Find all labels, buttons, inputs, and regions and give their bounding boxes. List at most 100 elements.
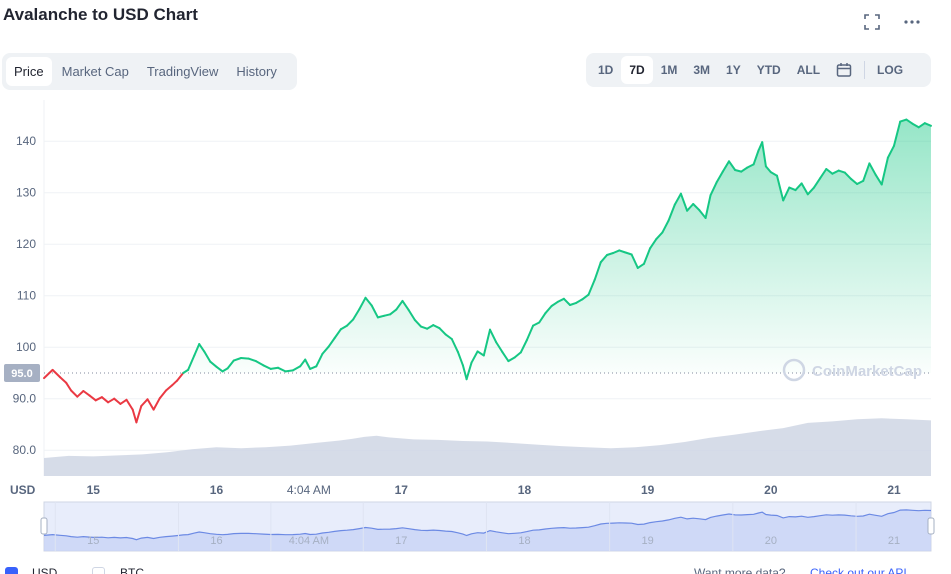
- price-line-segment: [407, 309, 416, 321]
- price-line-segment: [599, 254, 608, 264]
- price-line-segment: [82, 390, 91, 397]
- calendar-icon[interactable]: [828, 55, 860, 85]
- price-line-segment: [746, 163, 755, 169]
- usd-checkbox[interactable]: [5, 567, 18, 574]
- y-tick-label: 140: [16, 134, 36, 148]
- x-tick-label: 15: [87, 483, 101, 497]
- range-all[interactable]: ALL: [796, 63, 821, 77]
- navigator-tick-label: 18: [518, 535, 530, 547]
- range-3m[interactable]: 3M: [693, 63, 711, 77]
- navigator-tick-label: 4:04 AM: [289, 535, 329, 547]
- price-line-segment: [794, 182, 803, 192]
- range-7d[interactable]: 7D: [621, 56, 653, 84]
- y-tick-label: 130: [16, 186, 36, 200]
- range-ytd[interactable]: YTD: [756, 63, 781, 77]
- price-line-segment: [88, 394, 97, 402]
- price-line-segment: [309, 365, 318, 370]
- price-line-segment: [346, 318, 355, 327]
- more-icon[interactable]: [900, 10, 924, 34]
- price-line-segment: [269, 366, 280, 370]
- price-line-segment: [661, 219, 670, 234]
- price-line-segment: [788, 186, 797, 192]
- price-line-segment: [819, 168, 828, 180]
- api-link[interactable]: Check out our API: [810, 566, 907, 574]
- price-line-segment: [692, 203, 701, 212]
- tab-history[interactable]: History: [236, 64, 277, 79]
- price-line-segment: [923, 122, 932, 127]
- btc-checkbox[interactable]: [92, 567, 105, 574]
- price-line-segment: [450, 338, 459, 353]
- price-line-segment: [358, 296, 367, 311]
- price-line-segment: [740, 166, 749, 173]
- price-line-segment: [383, 313, 392, 317]
- price-line-segment: [364, 296, 373, 307]
- price-line-segment: [76, 390, 85, 398]
- price-line-segment: [800, 182, 809, 196]
- price-line-segment: [507, 356, 516, 363]
- price-line-segment: [721, 160, 730, 173]
- price-line-segment: [193, 343, 201, 357]
- y-tick-label: 110: [17, 289, 36, 303]
- price-line-segment: [432, 324, 441, 330]
- price-line-segment: [874, 173, 883, 186]
- log-scale-toggle[interactable]: LOG: [877, 63, 904, 77]
- navigator-tick-label: 15: [87, 535, 99, 547]
- range-1y[interactable]: 1Y: [726, 63, 741, 77]
- price-line-segment: [413, 318, 422, 328]
- price-line-segment: [556, 297, 565, 303]
- navigator-tick-label: 21: [888, 535, 900, 547]
- price-line-segment: [709, 181, 718, 197]
- divider: [864, 61, 866, 79]
- price-line-segment: [232, 357, 243, 362]
- price-line-segment: [489, 328, 498, 344]
- range-1m[interactable]: 1M: [660, 63, 678, 77]
- price-line-segment: [158, 389, 167, 400]
- price-line-segment: [899, 118, 908, 123]
- price-line-segment: [100, 396, 110, 404]
- price-line-segment: [321, 345, 330, 355]
- price-line-segment: [352, 308, 361, 321]
- navigator-handle-right[interactable]: [927, 517, 935, 535]
- tab-tradingview[interactable]: TradingView: [146, 64, 219, 79]
- price-line-segment: [113, 397, 122, 405]
- navigator-handle-left[interactable]: [40, 517, 48, 535]
- price-line-segment: [262, 364, 272, 370]
- price-line-segment: [849, 177, 859, 185]
- price-line-segment: [880, 156, 889, 186]
- price-line-segment: [886, 144, 895, 159]
- price-line-segment: [315, 352, 324, 368]
- price-line-segment: [769, 171, 778, 177]
- tab-market-cap[interactable]: Market Cap: [61, 64, 129, 79]
- price-line-segment: [569, 301, 578, 306]
- price-line-segment: [831, 169, 840, 175]
- price-line-segment: [146, 398, 155, 411]
- price-line-segment: [94, 396, 103, 402]
- price-line-segment: [226, 359, 235, 370]
- navigator[interactable]: 15 16 4:04 AM 17 18 19 20 21: [40, 501, 935, 552]
- price-line-segment: [284, 369, 294, 373]
- price-line-segment: [562, 297, 571, 306]
- price-line-segment: [764, 165, 772, 174]
- reference-price-label: 95.0: [11, 368, 32, 380]
- x-tick-label: 17: [395, 483, 409, 497]
- price-line-segment: [538, 312, 547, 324]
- price-line-segment: [152, 397, 161, 411]
- price-line-segment: [171, 379, 178, 387]
- range-tabs: 1D 7D 1M 3M 1Y YTD ALL LOG: [586, 53, 931, 87]
- price-line-segment: [734, 169, 743, 173]
- range-1d[interactable]: 1D: [598, 63, 614, 77]
- price-line-segment: [495, 341, 504, 353]
- price-line-segment: [198, 343, 206, 353]
- price-line-segment: [461, 364, 468, 381]
- price-line-segment: [187, 354, 196, 371]
- price-line-segment: [140, 398, 149, 407]
- tab-price[interactable]: Price: [6, 57, 52, 86]
- price-line-segment: [679, 192, 689, 212]
- x-tick-label: 21: [887, 483, 901, 497]
- price-area-fill: [44, 119, 931, 373]
- fullscreen-icon[interactable]: [860, 10, 884, 34]
- price-line-segment: [752, 149, 760, 166]
- y-tick-label: 100: [16, 340, 36, 354]
- price-line-segment: [59, 376, 68, 384]
